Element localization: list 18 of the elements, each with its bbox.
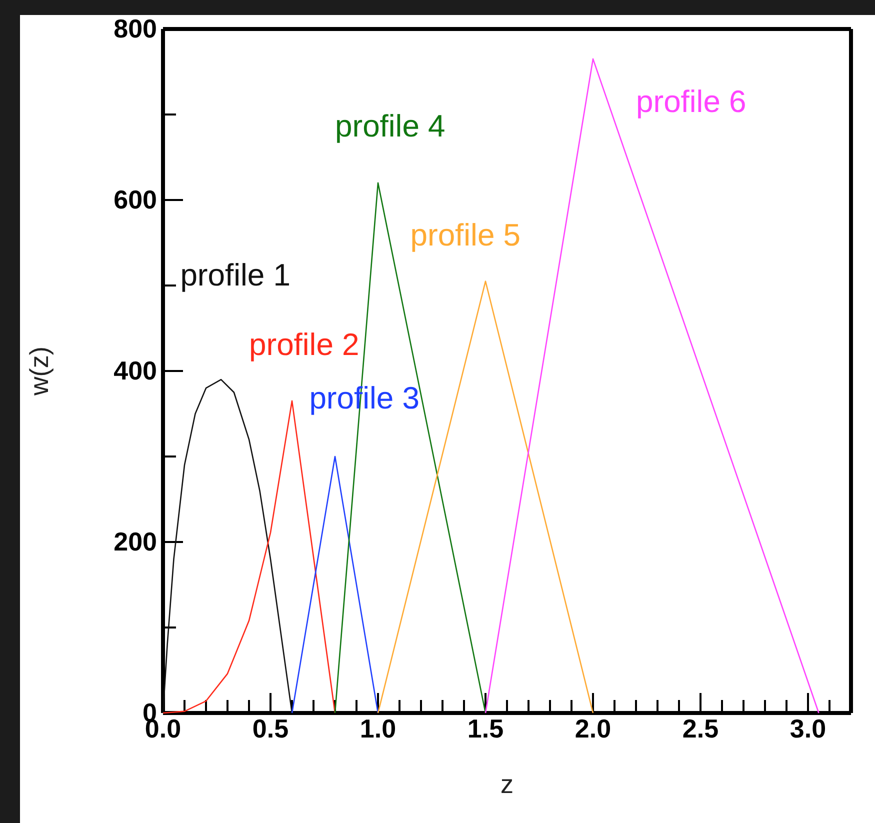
x-tick-label: 2.0	[574, 713, 612, 744]
y-tick-label: 600	[114, 184, 157, 214]
x-tick-label: 1.0	[360, 713, 396, 744]
series-label: profile 2	[249, 326, 360, 362]
x-tick-label: 0.5	[252, 713, 289, 744]
x-tick-label: 1.5	[467, 713, 504, 744]
series-label: profile 4	[335, 108, 446, 144]
series-label: profile 6	[636, 84, 746, 119]
series-label: profile 5	[410, 217, 521, 252]
text: profile 1	[180, 258, 290, 292]
x-tick-label: 3.0	[790, 713, 826, 744]
x-axis-title: z	[500, 769, 514, 799]
line-series	[162, 378, 293, 714]
y-axis-title: w(z)	[24, 346, 54, 397]
y-tick-label: 200	[114, 526, 157, 556]
y-tick-label: 400	[114, 355, 157, 386]
y-tick-label: 800	[114, 13, 157, 44]
x-tick-label: 2.5	[682, 713, 719, 744]
